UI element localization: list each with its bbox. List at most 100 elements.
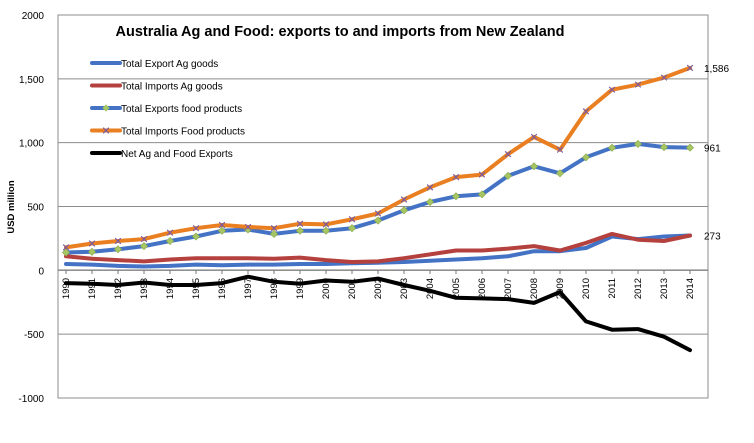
x-tick-label: 2011 [607,278,618,298]
data-point [295,226,305,235]
legend-label: Total Imports Ag goods [121,82,223,93]
x-tick-label: 2014 [685,278,696,299]
data-point [582,108,590,115]
x-tick-label: 1991 [87,278,98,299]
data-point [374,210,382,217]
x-tick-label: 2004 [425,278,436,299]
marker-stroke [478,171,486,178]
y-tick-label: -500 [24,330,44,341]
y-tick-label: 1,000 [19,139,44,150]
marker-stroke [166,229,174,236]
data-point [555,169,565,178]
x-tick-label: 1993 [139,278,150,299]
legend-item: Total Exports food products [90,104,242,115]
data-point [400,196,408,203]
data-label: 1,586 [704,64,729,75]
data-point [192,224,200,232]
data-point [530,133,538,141]
marker-stroke [686,64,694,72]
legend-item: Total Imports Food products [90,127,245,138]
data-point [140,235,148,243]
x-tick-label: 2012 [633,278,644,299]
data-point [348,216,356,223]
data-point [218,221,226,229]
data-point [633,139,643,148]
legend-label: Total Imports Food products [121,127,245,138]
x-tick-label: 2007 [503,278,514,299]
x-tick-label: 1992 [113,278,124,299]
data-point [478,171,486,178]
x-tick-label: 1994 [165,278,176,299]
legend-item: Net Ag and Food Exports [90,149,233,160]
data-point [399,206,409,215]
data-point [581,153,591,162]
data-point [608,86,616,93]
axis-layer: -1000 -500 0 500 1,000 1,500 2000 1990 1991 1992 1… [18,11,708,405]
data-point [217,226,227,235]
y-tick-label: 0 [38,266,44,277]
x-tick-label: 2000 [321,278,332,299]
marker-stroke [530,133,538,141]
legend-item: Total Export Ag goods [90,59,218,70]
data-point [322,221,330,228]
data-point [61,248,71,257]
series-layer [61,64,695,353]
data-point [503,171,513,180]
data-point [321,226,331,235]
grid-layer [57,14,709,399]
x-tick-label: 2006 [477,278,488,299]
y-axis-label: USD million [6,180,17,234]
series-total-imports-ag-goods [64,231,692,264]
x-tick-label: 2005 [451,278,462,299]
marker-stroke [660,74,668,81]
legend-label: Total Exports food products [121,104,242,115]
x-tick-label: 2003 [399,278,410,299]
data-point [191,232,201,241]
legend: Total Export Ag goods Total Imports Ag go… [90,59,245,160]
series-total-exports-food-products [61,139,695,257]
data-point [685,143,695,152]
data-point [556,146,564,153]
data-point [451,192,461,201]
marker-stroke [452,173,460,181]
marker-stroke [608,86,616,93]
x-tick-label: 1996 [217,278,228,299]
data-point [244,223,252,231]
marker-stroke [218,221,226,229]
marker-stroke [62,244,70,251]
data-point [426,184,434,191]
x-tick-label: 2009 [555,278,566,299]
marker-stroke [504,150,512,158]
x-tick-label: 2002 [373,278,384,299]
data-point [452,173,460,181]
data-label: 273 [704,231,721,242]
y-tick-label: -1000 [18,394,44,405]
marker-stroke [270,224,278,232]
data-point [477,190,487,199]
series-total-imports-food-products [62,64,694,251]
data-point [139,242,149,251]
marker-stroke [192,224,200,232]
marker-stroke [374,210,382,217]
x-tick-label: 2001 [347,278,358,299]
y-tick-label: 2000 [22,11,45,22]
x-tick-label: 2013 [659,278,670,299]
legend-marker [102,104,110,112]
legend-item: Total Imports Ag goods [90,82,223,93]
data-point [165,236,175,245]
data-point [634,81,642,88]
series-line [64,231,692,264]
marker-stroke [244,223,252,231]
marker-stroke [634,81,642,88]
data-point [607,143,617,152]
data-point [425,198,435,207]
x-tick-label: 1997 [243,278,254,299]
legend-label: Total Export Ag goods [121,59,218,70]
legend-marker [102,127,110,134]
data-point [166,229,174,236]
data-point [270,224,278,232]
marker-stroke [400,196,408,203]
data-point [88,240,96,247]
